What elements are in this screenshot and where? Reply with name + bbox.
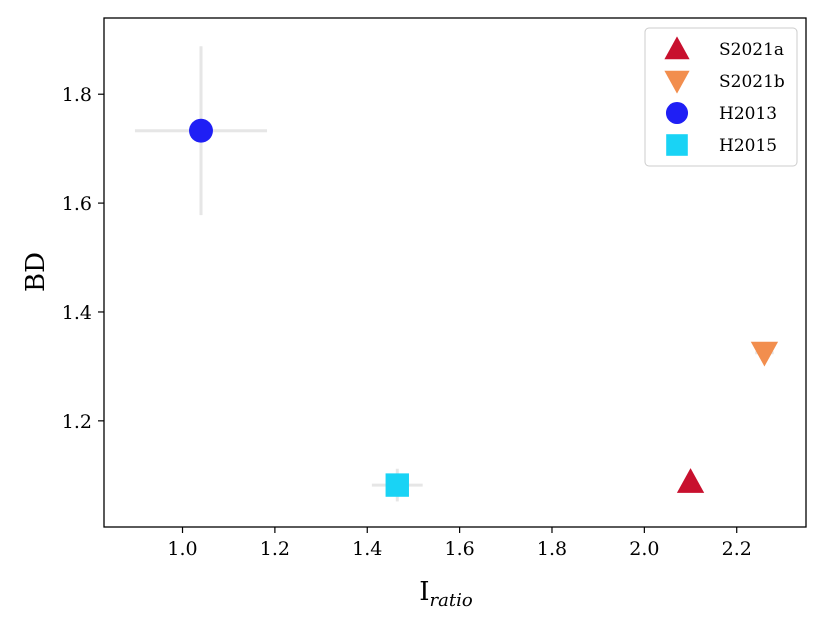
x-tick-label: 2.0 bbox=[629, 538, 659, 560]
x-axis-label-subscript: ratio bbox=[430, 590, 473, 611]
legend-label: S2021a bbox=[719, 40, 784, 60]
legend-marker-s2021a bbox=[664, 36, 690, 60]
x-tick-label: 1.2 bbox=[260, 538, 290, 560]
y-axis-ticks: 1.2 1.4 1.6 1.8 bbox=[62, 84, 104, 433]
y-tick-label: 1.2 bbox=[62, 411, 92, 433]
legend-label: H2015 bbox=[719, 136, 777, 156]
data-points bbox=[189, 118, 779, 497]
x-tick-label: 1.4 bbox=[352, 538, 382, 560]
legend-label: S2021b bbox=[719, 72, 785, 92]
legend-box bbox=[644, 27, 798, 167]
data-point-s2021b bbox=[750, 341, 779, 367]
x-tick-label: 1.8 bbox=[537, 538, 567, 560]
legend-label: H2013 bbox=[719, 104, 777, 124]
x-axis-ticks: 1.0 1.2 1.4 1.6 1.8 2.0 2.2 bbox=[167, 527, 752, 560]
y-axis-label: BD bbox=[21, 252, 51, 292]
legend-marker-h2013 bbox=[665, 101, 689, 125]
data-point-h2013 bbox=[189, 118, 213, 143]
y-tick-label: 1.8 bbox=[62, 84, 92, 106]
data-point-s2021a bbox=[676, 468, 705, 493]
legend: S2021a S2021b H2013 H2015 bbox=[644, 27, 798, 167]
x-axis-label: Iratio bbox=[419, 577, 473, 611]
plot-frame bbox=[103, 17, 807, 528]
legend-marker-h2015 bbox=[666, 134, 688, 156]
x-tick-label: 1.6 bbox=[445, 538, 475, 560]
data-point-h2015 bbox=[385, 473, 409, 497]
y-tick-label: 1.4 bbox=[62, 302, 92, 324]
y-tick-label: 1.6 bbox=[62, 193, 92, 215]
x-tick-label: 2.2 bbox=[722, 538, 752, 560]
x-tick-label: 1.0 bbox=[167, 538, 197, 560]
legend-marker-s2021b bbox=[664, 70, 690, 94]
x-axis-label-main: I bbox=[419, 577, 429, 607]
